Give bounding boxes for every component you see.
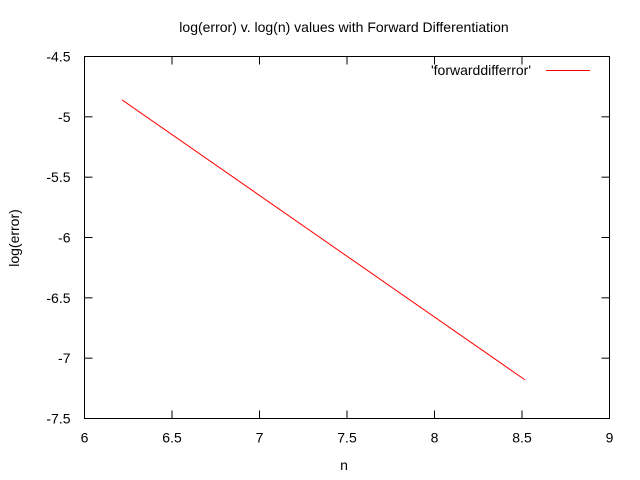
chart-title: log(error) v. log(n) values with Forward… xyxy=(179,19,508,35)
y-tick-label: -6 xyxy=(58,230,71,246)
axis-tick-labels: 6 6.5 7 7.5 8 8.5 9 -4.5 -5 -5.5 -6 -6.5 -7 -7.5 xyxy=(46,49,613,446)
y-tick-label: -6.5 xyxy=(46,290,70,306)
x-tick-label: 7 xyxy=(256,430,264,446)
y-axis-label: log(error) xyxy=(6,209,22,267)
legend-label: 'forwarddifferror' xyxy=(431,62,531,78)
x-axis-label: n xyxy=(340,457,348,473)
y-tick-label: -7.5 xyxy=(46,411,70,427)
y-tick-label: -4.5 xyxy=(46,49,70,65)
series-layer xyxy=(121,99,526,381)
plot-frame xyxy=(84,56,610,419)
x-tick-label: 7.5 xyxy=(337,430,357,446)
y-tick-label: -5.5 xyxy=(46,169,70,185)
y-tick-label: -5 xyxy=(58,109,71,125)
x-tick-label: 9 xyxy=(606,430,614,446)
x-tick-label: 6 xyxy=(81,430,89,446)
series-line-0 xyxy=(121,99,526,381)
y-tick-label: -7 xyxy=(58,350,71,366)
x-tick-label: 8 xyxy=(431,430,439,446)
legend: 'forwarddifferror' xyxy=(431,62,590,78)
x-tick-label: 6.5 xyxy=(162,430,182,446)
x-tick-label: 8.5 xyxy=(512,430,532,446)
